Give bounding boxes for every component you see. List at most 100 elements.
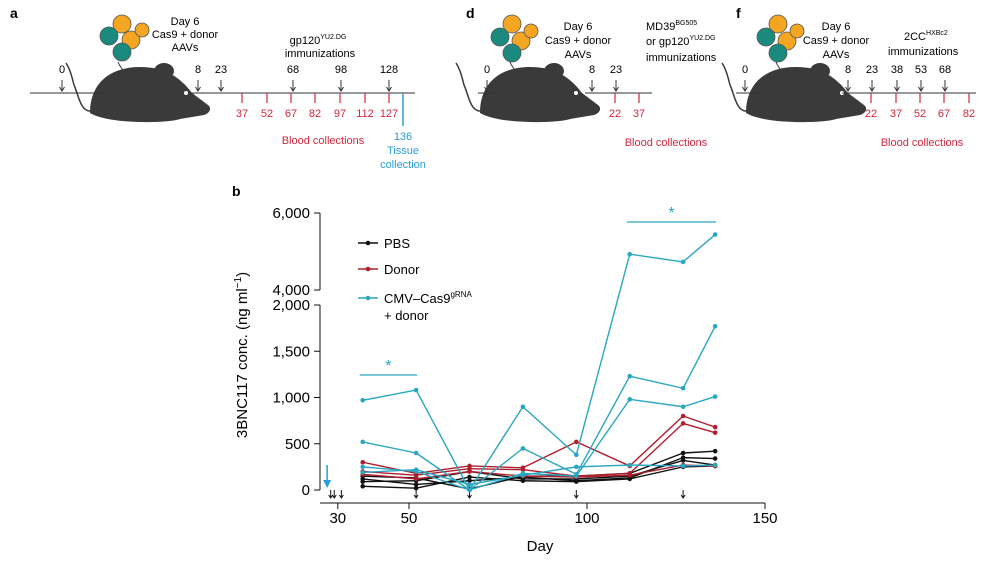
blood-collection-day: 37: [890, 108, 902, 120]
series-segment: [682, 325, 716, 389]
immunization-day-label: 0: [59, 64, 65, 76]
arrowhead: [484, 86, 490, 92]
mouse-icon: [455, 62, 601, 123]
immunization-day-label: 8: [845, 64, 851, 76]
blood-collection-day: 52: [261, 108, 273, 120]
aav-injection-arrowhead: [323, 480, 332, 488]
legend-label-line2: + donor: [384, 308, 429, 323]
series-segment: [683, 459, 716, 466]
x-tick-label: 50: [401, 510, 418, 527]
series-segment: [575, 398, 631, 477]
immunization-marker-head: [467, 494, 472, 499]
data-point: [712, 394, 718, 399]
y-tick-label: 1,000: [272, 390, 310, 407]
data-point: [712, 462, 718, 468]
immunization-marker-head: [331, 494, 337, 499]
series-segment: [629, 415, 684, 467]
panel-a-letter: a: [10, 5, 18, 21]
blood-collection-day: 82: [309, 108, 321, 120]
immunogen-label-d-1: MD39BG505: [646, 20, 697, 33]
series-segment: [683, 450, 716, 454]
series-pbs-3: [360, 463, 718, 491]
series-segment: [629, 464, 684, 476]
timeline-a-blood-ticks: 37 52 67 82 97 112 127: [236, 93, 398, 120]
cas9-label-f: Cas9 + donor: [803, 35, 870, 47]
legend-label: CMV–Cas9gRNA: [384, 290, 472, 306]
arrowhead: [290, 86, 296, 92]
series-segment: [629, 398, 684, 408]
blood-collection-day: 52: [914, 108, 926, 120]
immunization-day-label: 8: [195, 64, 201, 76]
immunization-day-label: 53: [915, 64, 927, 76]
series-segment: [576, 474, 630, 478]
blood-collection-day: 112: [356, 108, 374, 120]
series-pbs-2: [360, 458, 718, 484]
timeline-d-blood-ticks: 22 37: [609, 93, 645, 120]
chart-legend: PBS Donor CMV–Cas9gRNA + donor: [358, 236, 472, 323]
data-point: [360, 470, 366, 475]
day6-label-f: Day 6: [822, 21, 851, 33]
immunization-day-label: 0: [742, 64, 748, 76]
series-segment: [468, 406, 524, 491]
series-segment: [629, 466, 684, 480]
immunization-day-label: 98: [335, 64, 347, 76]
immunization-marker-head: [328, 494, 334, 499]
blood-collection-day: 97: [334, 108, 346, 120]
blood-label-d: Blood collections: [625, 137, 708, 149]
y-tick-label: 2,000: [272, 297, 310, 314]
data-point: [712, 430, 718, 435]
data-point: [712, 448, 718, 454]
tissue-day-a: 136: [394, 131, 412, 143]
data-point: [712, 323, 718, 329]
immunization-marker-head: [338, 494, 344, 499]
data-point: [712, 456, 718, 461]
x-tick-label: 30: [329, 510, 346, 527]
blood-collection-day: 67: [938, 108, 950, 120]
panel-f: f Day 6 Cas9 + donor AAVs 2CCHXBc2 immun…: [721, 5, 976, 149]
data-point: [467, 474, 472, 480]
immunization-day-label: 23: [866, 64, 878, 76]
series-segment: [629, 452, 684, 475]
legend-swatch-dot: [365, 240, 371, 246]
immunization-marker-head: [680, 494, 686, 499]
immunization-marker-head: [413, 494, 419, 499]
immunization-day-label: 23: [610, 64, 622, 76]
data-point: [680, 450, 686, 456]
day6-label-d: Day 6: [564, 21, 593, 33]
y-tick-label: 4,000: [272, 282, 310, 299]
cas9-label-a: Cas9 + donor: [152, 29, 219, 41]
arrowhead: [942, 86, 948, 92]
blood-label-f: Blood collections: [881, 137, 964, 149]
data-point: [574, 439, 579, 445]
data-point: [413, 476, 419, 482]
data-point: [413, 387, 419, 393]
arrowhead: [386, 86, 392, 92]
panel-d-letter: d: [466, 5, 475, 21]
series-segment: [469, 470, 523, 477]
blood-collection-day: 37: [633, 108, 645, 120]
data-point: [627, 251, 633, 257]
data-point: [467, 478, 472, 484]
series-segment: [415, 468, 470, 486]
data-point: [413, 485, 419, 491]
data-point: [712, 232, 718, 237]
x-axis-label: Day: [527, 538, 554, 555]
data-point: [360, 484, 366, 489]
blood-collection-day: 22: [609, 108, 621, 120]
series-segment: [362, 485, 417, 489]
aavs-label-f: AAVs: [823, 49, 850, 61]
series-segment: [469, 474, 524, 486]
series-segment: [682, 415, 716, 428]
series-segment: [683, 456, 716, 460]
arrowhead: [742, 86, 748, 92]
y-axis-label: 3BNC117 conc. (ng ml−1): [233, 272, 251, 438]
legend-label: PBS: [384, 236, 410, 251]
timeline-f-top-ticks: 0 8 23 38 53 68: [742, 64, 951, 92]
immunization-day-label: 0: [484, 64, 490, 76]
series-segment: [415, 389, 471, 491]
data-point: [680, 463, 686, 469]
series-segment: [575, 254, 631, 456]
data-point: [712, 424, 718, 430]
data-point: [627, 472, 633, 478]
